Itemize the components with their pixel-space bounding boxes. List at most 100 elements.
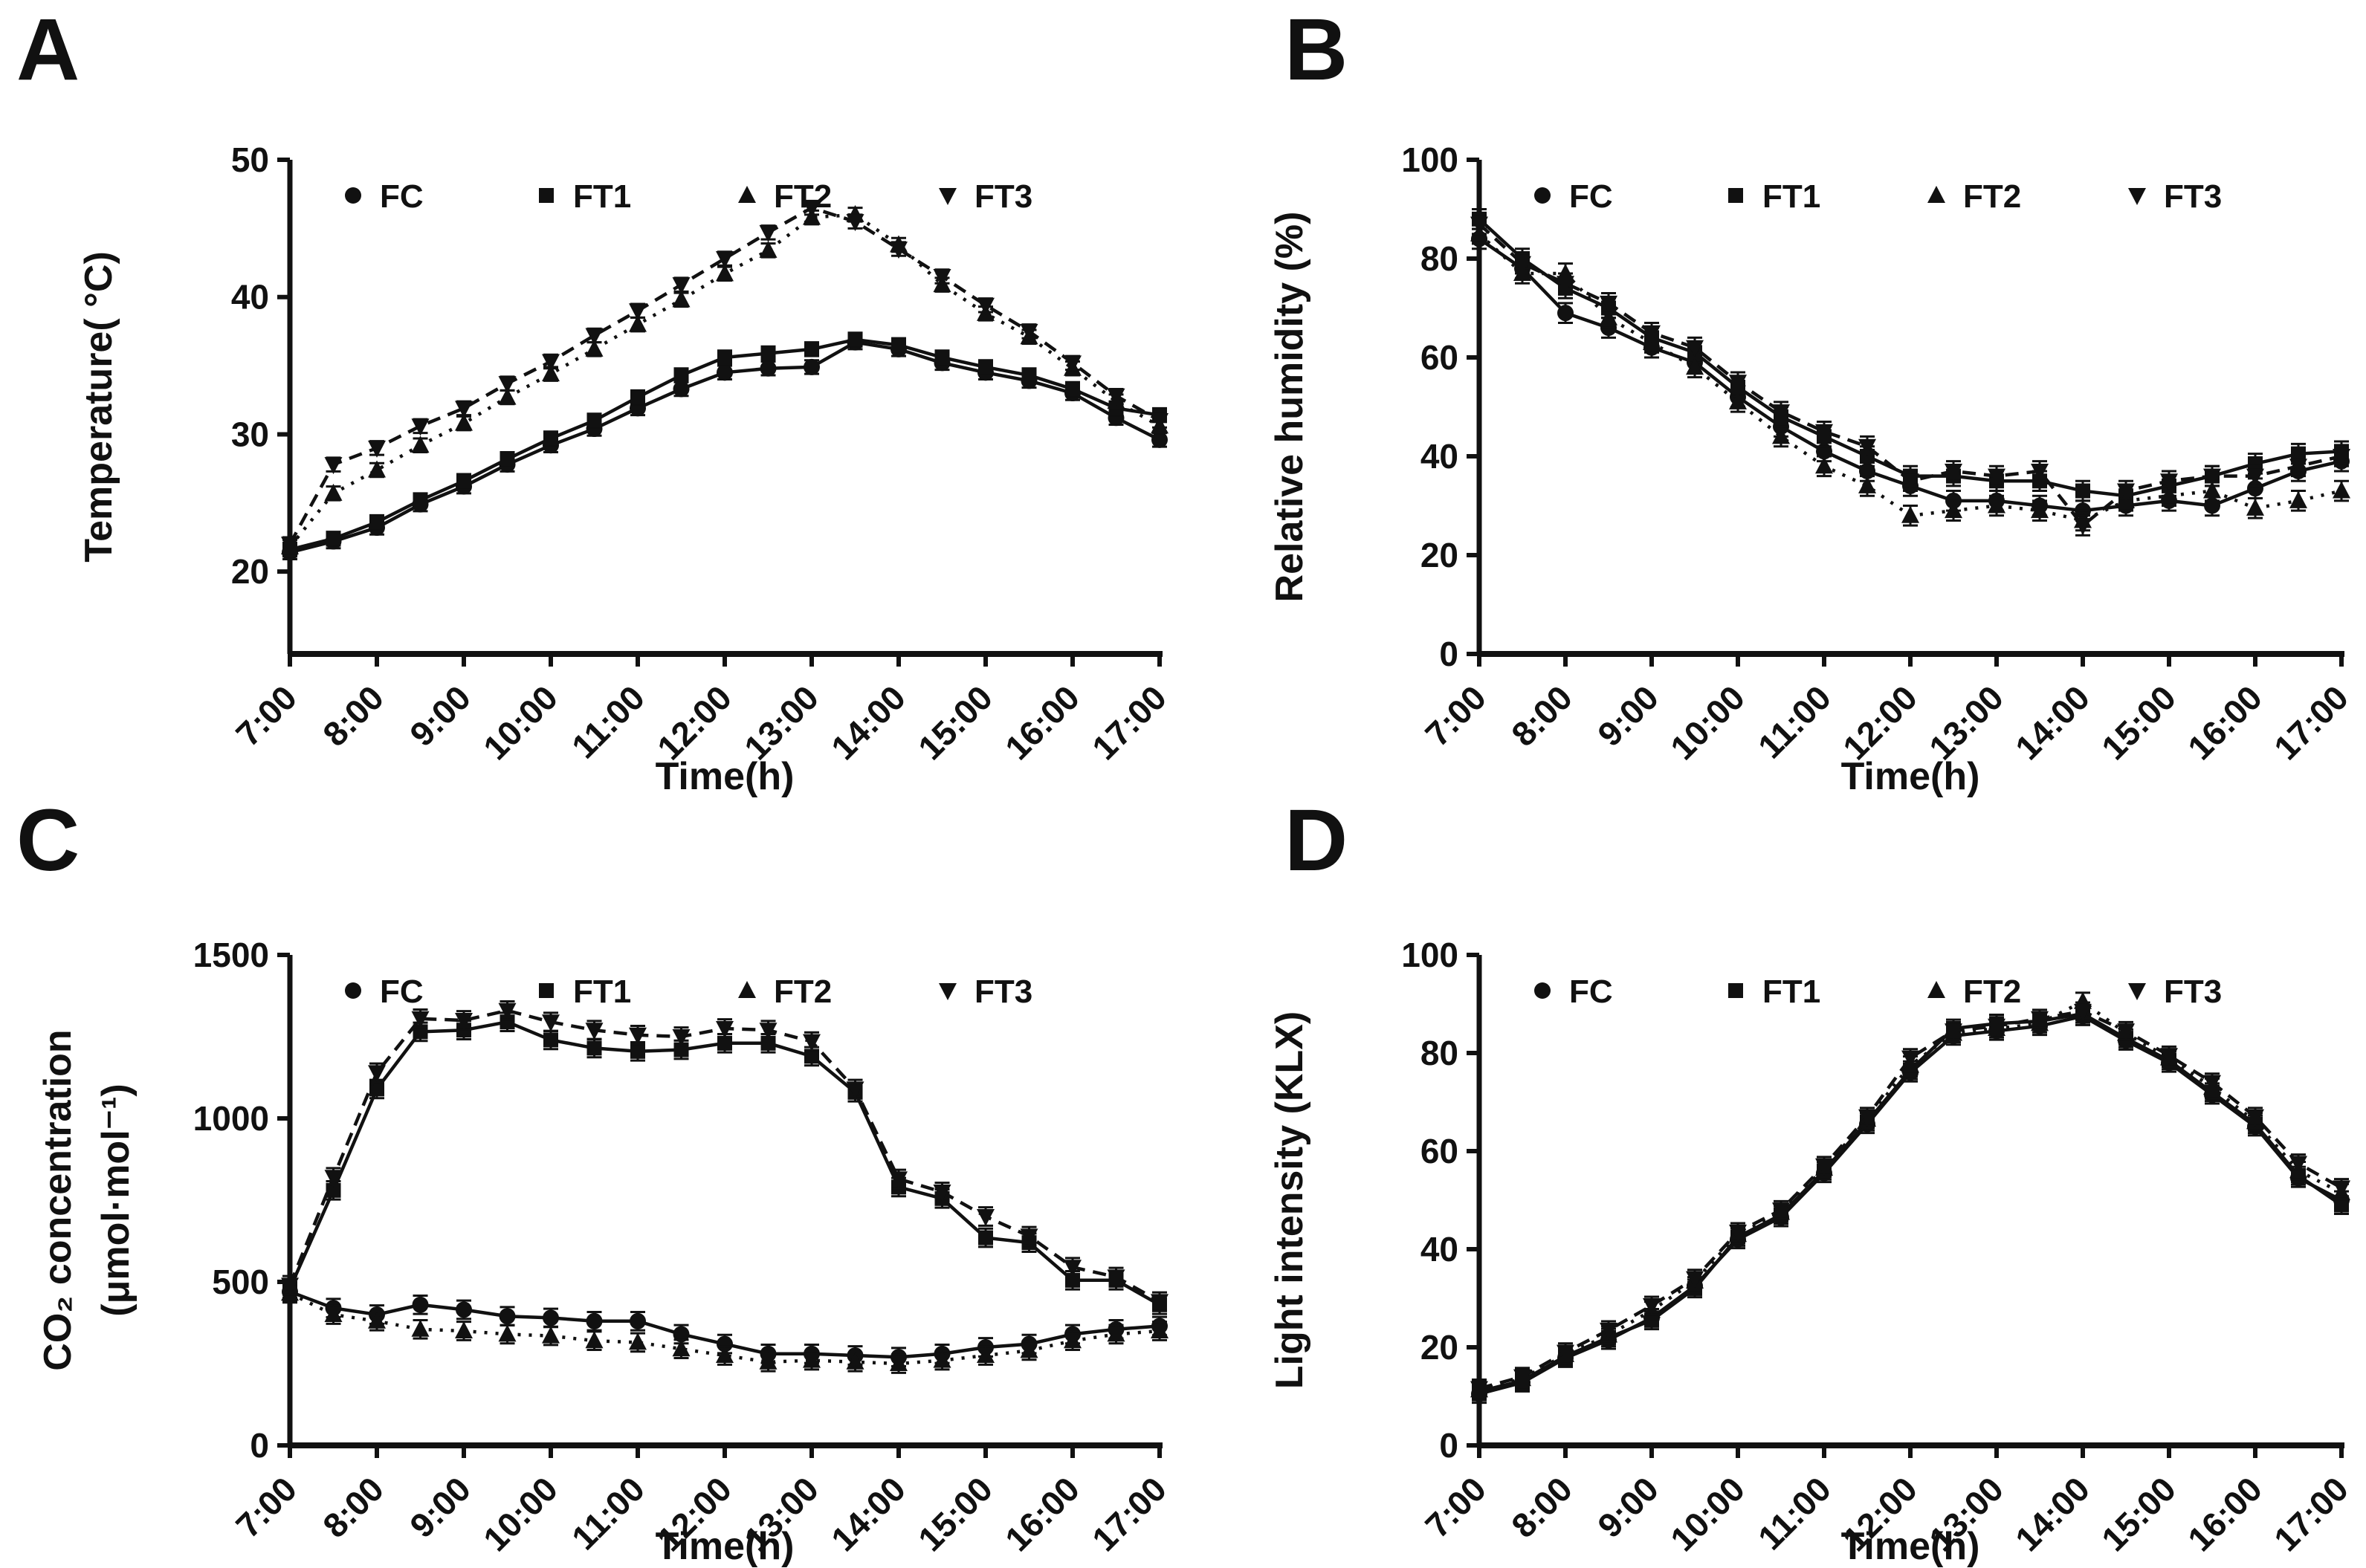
panel-letter-a: A	[16, 1, 80, 99]
x-tick-label: 17:00	[2266, 678, 2356, 767]
x-tick-label: 9:00	[402, 678, 478, 754]
x-tick-label: 14:00	[824, 678, 913, 767]
panel-letter-d: D	[1284, 791, 1348, 890]
legend-label-ft3: FT3	[2164, 973, 2222, 1010]
series-C-ft1	[282, 1011, 1167, 1315]
legend-label-ft2: FT2	[1963, 973, 2021, 1010]
legend-label-ft3: FT3	[974, 178, 1032, 215]
y-tick-label: 100	[1401, 140, 1458, 179]
y-tick-label: 20	[231, 552, 269, 591]
x-tick-label: 15:00	[2094, 678, 2183, 767]
x-tick-label: 7:00	[1418, 1469, 1493, 1545]
x-axis-title: Time(h)	[656, 755, 795, 798]
legend-label-ft2: FT2	[1963, 178, 2021, 215]
legend-label-ft1: FT1	[573, 973, 631, 1010]
y-tick-label: 1500	[193, 936, 269, 974]
series-B-ft1	[1472, 208, 2349, 507]
series-C-ft2	[281, 1283, 1169, 1374]
y-tick-label: 40	[1420, 437, 1458, 476]
legend-label-fc: FC	[1569, 973, 1613, 1010]
legend-C: FC FT1 FT2 FT3	[345, 973, 1032, 1010]
x-tick-label: 11:00	[1751, 1469, 1838, 1557]
x-tick-label: 17:00	[2266, 1469, 2356, 1558]
y-tick-label: 100	[1401, 936, 1458, 974]
y-tick-label: 0	[1439, 1426, 1458, 1465]
legend-label-ft1: FT1	[573, 178, 631, 215]
legend-label-ft2: FT2	[774, 178, 832, 215]
x-tick-label: 14:00	[2008, 678, 2097, 767]
x-tick-label: 7:00	[228, 678, 304, 754]
legend-label-fc: FC	[1569, 178, 1613, 215]
x-tick-label: 7:00	[228, 1469, 304, 1545]
axes-A: 20 30 40 50 7:00 8:00 9:0010:0011:0012:0013:00…	[228, 140, 1174, 767]
x-axis-title: Time(h)	[656, 1525, 795, 1568]
x-tick-label: 8:00	[1504, 1469, 1580, 1545]
legend-B: FC FT1 FT2 FT3	[1534, 178, 2222, 215]
y-tick-label: 0	[250, 1426, 269, 1465]
y-tick-label: 1000	[193, 1099, 269, 1138]
x-tick-label: 8:00	[1504, 678, 1580, 754]
x-tick-label: 12:00	[650, 678, 739, 767]
x-tick-label: 10:00	[1663, 1469, 1752, 1558]
y-tick-label: 0	[1439, 635, 1458, 673]
x-tick-label: 14:00	[2008, 1469, 2097, 1558]
legend-label-fc: FC	[380, 178, 424, 215]
y-axis-title: Light intensity (KLX)	[1268, 1011, 1311, 1389]
y-axis-title: Temperature( °C)	[77, 251, 120, 563]
x-tick-label: 9:00	[1590, 678, 1666, 754]
legend-label-ft3: FT3	[2164, 178, 2222, 215]
x-tick-label: 9:00	[402, 1469, 478, 1545]
y-tick-label: 80	[1420, 239, 1458, 278]
legend-A: FC FT1 FT2 FT3	[345, 178, 1032, 215]
x-tick-label: 10:00	[1663, 678, 1752, 767]
legend-label-ft1: FT1	[1762, 973, 1820, 1010]
y-tick-label: 500	[212, 1263, 269, 1301]
x-tick-label: 11:00	[564, 1469, 652, 1557]
x-tick-label: 11:00	[564, 678, 652, 765]
panel-letter-c: C	[16, 791, 80, 890]
x-tick-label: 11:00	[1751, 678, 1838, 765]
series-A-ft3	[281, 199, 1169, 554]
x-tick-label: 9:00	[1590, 1469, 1666, 1545]
y-tick-label: 40	[231, 278, 269, 317]
x-tick-label: 15:00	[2094, 1469, 2183, 1558]
x-tick-label: 15:00	[911, 678, 1000, 767]
legend-label-fc: FC	[380, 973, 424, 1010]
x-tick-label: 16:00	[2180, 678, 2269, 767]
panel-letter-b: B	[1284, 1, 1348, 99]
x-tick-label: 8:00	[315, 678, 391, 754]
legend-label-ft3: FT3	[974, 973, 1032, 1010]
x-tick-label: 7:00	[1418, 678, 1493, 754]
y-tick-label: 20	[1420, 1328, 1458, 1367]
y-tick-label: 30	[231, 415, 269, 453]
y-tick-label: 40	[1420, 1230, 1458, 1269]
x-tick-label: 13:00	[737, 678, 826, 767]
series-D-ft3	[1470, 1001, 2350, 1399]
legend-label-ft1: FT1	[1762, 178, 1820, 215]
legend-D: FC FT1 FT2 FT3	[1534, 973, 2222, 1010]
y-axis-title: Relative humidity (%)	[1268, 212, 1311, 603]
series-B-ft3	[1470, 213, 2350, 537]
x-tick-label: 10:00	[476, 1469, 565, 1558]
legend-label-ft2: FT2	[774, 973, 832, 1010]
x-tick-label: 17:00	[1085, 1469, 1174, 1558]
x-axis-title: Time(h)	[1841, 755, 1980, 798]
series-C-ft3	[281, 1000, 1169, 1312]
y-tick-label: 50	[231, 140, 269, 179]
x-tick-label: 16:00	[998, 678, 1087, 767]
x-tick-label: 10:00	[476, 678, 565, 767]
y-tick-label: 60	[1420, 338, 1458, 377]
x-tick-label: 13:00	[1921, 678, 2011, 767]
y-tick-label: 80	[1420, 1034, 1458, 1072]
x-tick-label: 15:00	[911, 1469, 1000, 1558]
x-tick-label: 12:00	[1835, 678, 1924, 767]
y-axis-title: (μmol·mol⁻¹)	[94, 1083, 138, 1316]
panel-A: 20 30 40 50 7:00 8:00 9:0010:0011:0012:0013:00…	[77, 140, 1174, 798]
x-tick-label: 16:00	[2180, 1469, 2269, 1558]
